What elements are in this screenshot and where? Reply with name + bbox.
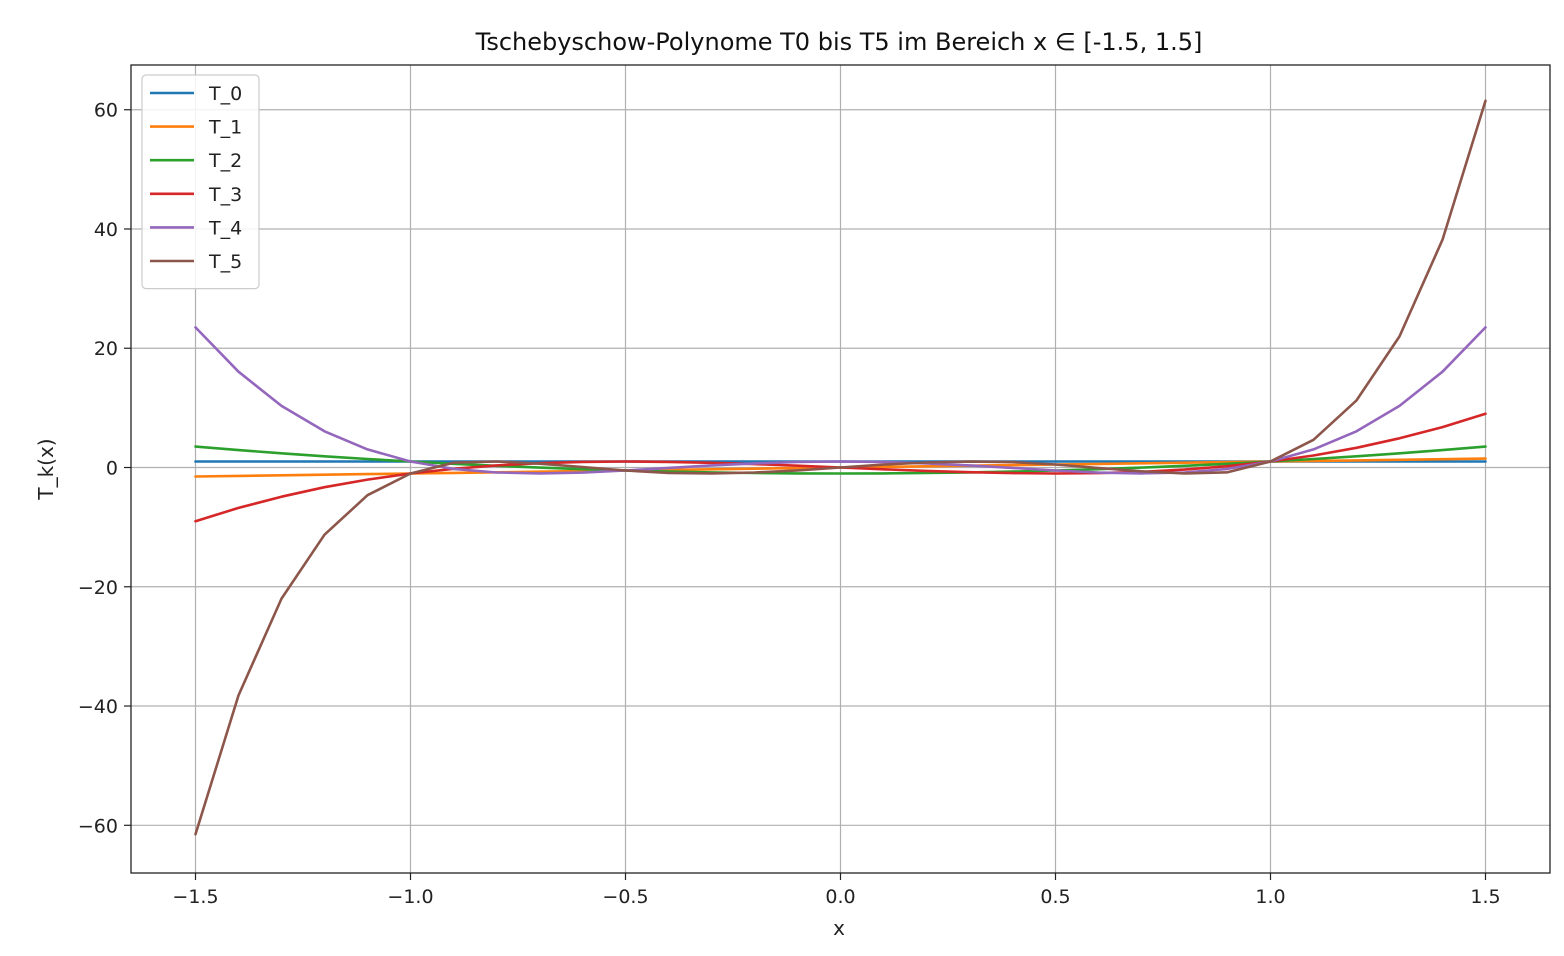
legend-label: T_2 [208,150,242,172]
series-layer [194,99,1487,836]
x-tick-label: 1.5 [1470,886,1500,908]
y-tick-label: −40 [78,696,118,718]
y-tick-label: −20 [78,577,118,599]
legend-label: T_3 [208,184,242,206]
x-tick-label: −1.0 [387,886,433,908]
legend-label: T_4 [208,217,242,239]
x-tick-label: 0.0 [825,886,855,908]
x-tick-label: 1.0 [1255,886,1285,908]
chart-title: Tschebyschow-Polynome T0 bis T5 im Berei… [475,28,1203,56]
series-line-t-5 [194,99,1487,836]
y-axis-label: T_k(x) [34,438,58,500]
y-tick-label: 60 [94,100,118,122]
x-tick-label: −0.5 [602,886,648,908]
x-axis-label: x [833,916,845,940]
y-tick-label: −60 [78,815,118,837]
legend-label: T_0 [208,83,242,105]
y-tick-label: 40 [94,219,118,241]
legend-box [141,74,260,290]
legend-label: T_5 [208,251,242,273]
x-tick-label: −1.5 [172,886,218,908]
ticks: −1.5 −1.0 −0.5 0.0 0.5 1.0 1.5 −60 −40 −20 0 20 40 60 [78,100,1501,908]
grid [131,65,1550,873]
y-tick-label: 0 [106,458,118,480]
legend: T_0 T_1 T_2 T_3 T_4 T_5 [141,74,260,290]
x-tick-label: 0.5 [1040,886,1070,908]
y-tick-label: 20 [94,338,118,360]
legend-label: T_1 [208,117,242,139]
